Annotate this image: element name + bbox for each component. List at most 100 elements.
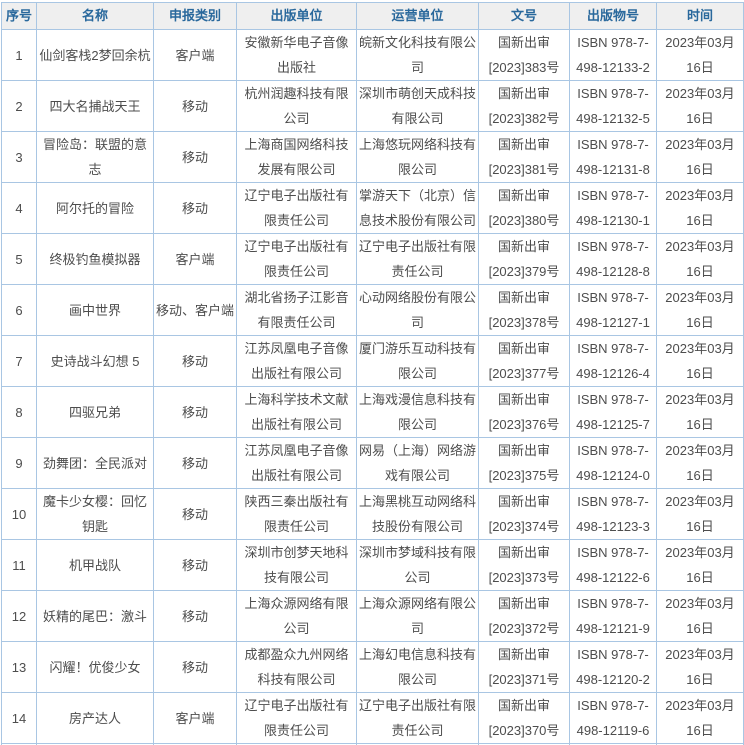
cell-publisher: 成都盈众九州网络科技有限公司	[236, 641, 357, 693]
cell-doc-number: 国新出审[2023]382号	[478, 80, 570, 132]
table-body: 1 仙剑客栈2梦回余杭 客户端 安徽新华电子音像出版社 皖新文化科技有限公司 国新出审[2…	[1, 29, 744, 745]
cell-publisher: 江苏凤凰电子音像出版社有限公司	[236, 437, 357, 489]
cell-category: 移动	[153, 131, 237, 183]
cell-no: 11	[1, 539, 37, 591]
cell-publisher: 安徽新华电子音像出版社	[236, 29, 357, 81]
cell-no: 5	[1, 233, 37, 285]
cell-publication-number: ISBN 978-7-498-12121-9	[569, 590, 657, 642]
cell-category: 移动	[153, 80, 237, 132]
cell-operator: 心动网络股份有限公司	[356, 284, 479, 336]
table-row: 8 四驱兄弟 移动 上海科学技术文献出版社有限公司 上海戏漫信息科技有限公司 国新出审[2…	[1, 386, 744, 438]
cell-publisher: 陕西三秦出版社有限责任公司	[236, 488, 357, 540]
cell-date: 2023年03月16日	[656, 488, 744, 540]
table-row: 7 史诗战斗幻想 5 移动 江苏凤凰电子音像出版社有限公司 厦门游乐互动科技有限公司 国新…	[1, 335, 744, 387]
cell-category: 客户端	[153, 692, 237, 744]
cell-no: 4	[1, 182, 37, 234]
cell-publication-number: ISBN 978-7-498-12126-4	[569, 335, 657, 387]
cell-category: 客户端	[153, 233, 237, 285]
cell-operator: 厦门游乐互动科技有限公司	[356, 335, 479, 387]
col-header-category: 申报类别	[153, 2, 237, 30]
cell-publication-number: ISBN 978-7-498-12122-6	[569, 539, 657, 591]
cell-publisher: 深圳市创梦天地科技有限公司	[236, 539, 357, 591]
cell-date: 2023年03月16日	[656, 590, 744, 642]
cell-name: 冒险岛：联盟的意志	[36, 131, 154, 183]
cell-date: 2023年03月16日	[656, 539, 744, 591]
cell-no: 10	[1, 488, 37, 540]
cell-no: 12	[1, 590, 37, 642]
table-row: 10 魔卡少女樱：回忆钥匙 移动 陕西三秦出版社有限责任公司 上海黑桃互动网络科技股份有…	[1, 488, 744, 540]
cell-publication-number: ISBN 978-7-498-12119-6	[569, 692, 657, 744]
cell-name: 仙剑客栈2梦回余杭	[36, 29, 154, 81]
cell-category: 移动	[153, 539, 237, 591]
cell-no: 7	[1, 335, 37, 387]
cell-publisher: 江苏凤凰电子音像出版社有限公司	[236, 335, 357, 387]
cell-date: 2023年03月16日	[656, 692, 744, 744]
cell-no: 9	[1, 437, 37, 489]
cell-name: 四驱兄弟	[36, 386, 154, 438]
cell-date: 2023年03月16日	[656, 386, 744, 438]
table-row: 12 妖精的尾巴：激斗 移动 上海众源网络有限公司 上海众源网络有限公司 国新出审[202…	[1, 590, 744, 642]
cell-operator: 皖新文化科技有限公司	[356, 29, 479, 81]
header-row: 序号 名称 申报类别 出版单位 运营单位 文号 出版物号 时间	[1, 2, 744, 30]
cell-no: 6	[1, 284, 37, 336]
cell-name: 画中世界	[36, 284, 154, 336]
cell-publication-number: ISBN 978-7-498-12123-3	[569, 488, 657, 540]
table-row: 6 画中世界 移动、客户端 湖北省扬子江影音有限责任公司 心动网络股份有限公司 国新出审[…	[1, 284, 744, 336]
col-header-name: 名称	[36, 2, 154, 30]
cell-date: 2023年03月16日	[656, 131, 744, 183]
col-header-date: 时间	[656, 2, 744, 30]
cell-category: 移动	[153, 641, 237, 693]
cell-date: 2023年03月16日	[656, 335, 744, 387]
cell-no: 8	[1, 386, 37, 438]
cell-publication-number: ISBN 978-7-498-12127-1	[569, 284, 657, 336]
cell-publication-number: ISBN 978-7-498-12132-5	[569, 80, 657, 132]
cell-doc-number: 国新出审[2023]381号	[478, 131, 570, 183]
cell-operator: 上海黑桃互动网络科技股份有限公司	[356, 488, 479, 540]
cell-publication-number: ISBN 978-7-498-12130-1	[569, 182, 657, 234]
cell-category: 移动	[153, 386, 237, 438]
cell-doc-number: 国新出审[2023]371号	[478, 641, 570, 693]
cell-operator: 深圳市萌创天成科技有限公司	[356, 80, 479, 132]
cell-publication-number: ISBN 978-7-498-12125-7	[569, 386, 657, 438]
cell-no: 1	[1, 29, 37, 81]
cell-doc-number: 国新出审[2023]380号	[478, 182, 570, 234]
cell-publisher: 辽宁电子出版社有限责任公司	[236, 692, 357, 744]
col-header-doc-number: 文号	[478, 2, 570, 30]
cell-publisher: 上海众源网络有限公司	[236, 590, 357, 642]
table-row: 1 仙剑客栈2梦回余杭 客户端 安徽新华电子音像出版社 皖新文化科技有限公司 国新出审[2…	[1, 29, 744, 81]
table-header: 序号 名称 申报类别 出版单位 运营单位 文号 出版物号 时间	[1, 2, 744, 30]
cell-category: 移动	[153, 488, 237, 540]
table-row: 14 房产达人 客户端 辽宁电子出版社有限责任公司 辽宁电子出版社有限责任公司 国新出审[…	[1, 692, 744, 744]
cell-category: 移动	[153, 590, 237, 642]
cell-category: 移动、客户端	[153, 284, 237, 336]
table-row: 11 机甲战队 移动 深圳市创梦天地科技有限公司 深圳市梦域科技有限公司 国新出审[202…	[1, 539, 744, 591]
col-header-no: 序号	[1, 2, 37, 30]
cell-no: 3	[1, 131, 37, 183]
table-row: 3 冒险岛：联盟的意志 移动 上海商国网络科技发展有限公司 上海悠玩网络科技有限公司 国新…	[1, 131, 744, 183]
cell-operator: 网易（上海）网络游戏有限公司	[356, 437, 479, 489]
cell-operator: 上海戏漫信息科技有限公司	[356, 386, 479, 438]
cell-publisher: 辽宁电子出版社有限责任公司	[236, 233, 357, 285]
table-row: 9 劲舞团：全民派对 移动 江苏凤凰电子音像出版社有限公司 网易（上海）网络游戏有限公司…	[1, 437, 744, 489]
cell-doc-number: 国新出审[2023]383号	[478, 29, 570, 81]
cell-doc-number: 国新出审[2023]378号	[478, 284, 570, 336]
cell-operator: 掌游天下（北京）信息技术股份有限公司	[356, 182, 479, 234]
cell-name: 妖精的尾巴：激斗	[36, 590, 154, 642]
cell-category: 移动	[153, 335, 237, 387]
table-row: 2 四大名捕战天王 移动 杭州润趣科技有限公司 深圳市萌创天成科技有限公司 国新出审[20…	[1, 80, 744, 132]
cell-name: 机甲战队	[36, 539, 154, 591]
cell-operator: 上海众源网络有限公司	[356, 590, 479, 642]
cell-doc-number: 国新出审[2023]370号	[478, 692, 570, 744]
table-row: 13 闪耀！优俊少女 移动 成都盈众九州网络科技有限公司 上海幻电信息科技有限公司 国新出…	[1, 641, 744, 693]
cell-doc-number: 国新出审[2023]374号	[478, 488, 570, 540]
col-header-publication-number: 出版物号	[569, 2, 657, 30]
cell-name: 史诗战斗幻想 5	[36, 335, 154, 387]
cell-operator: 辽宁电子出版社有限责任公司	[356, 233, 479, 285]
cell-doc-number: 国新出审[2023]379号	[478, 233, 570, 285]
cell-date: 2023年03月16日	[656, 80, 744, 132]
cell-name: 劲舞团：全民派对	[36, 437, 154, 489]
cell-publication-number: ISBN 978-7-498-12124-0	[569, 437, 657, 489]
cell-publisher: 杭州润趣科技有限公司	[236, 80, 357, 132]
cell-name: 终极钓鱼模拟器	[36, 233, 154, 285]
cell-date: 2023年03月16日	[656, 29, 744, 81]
